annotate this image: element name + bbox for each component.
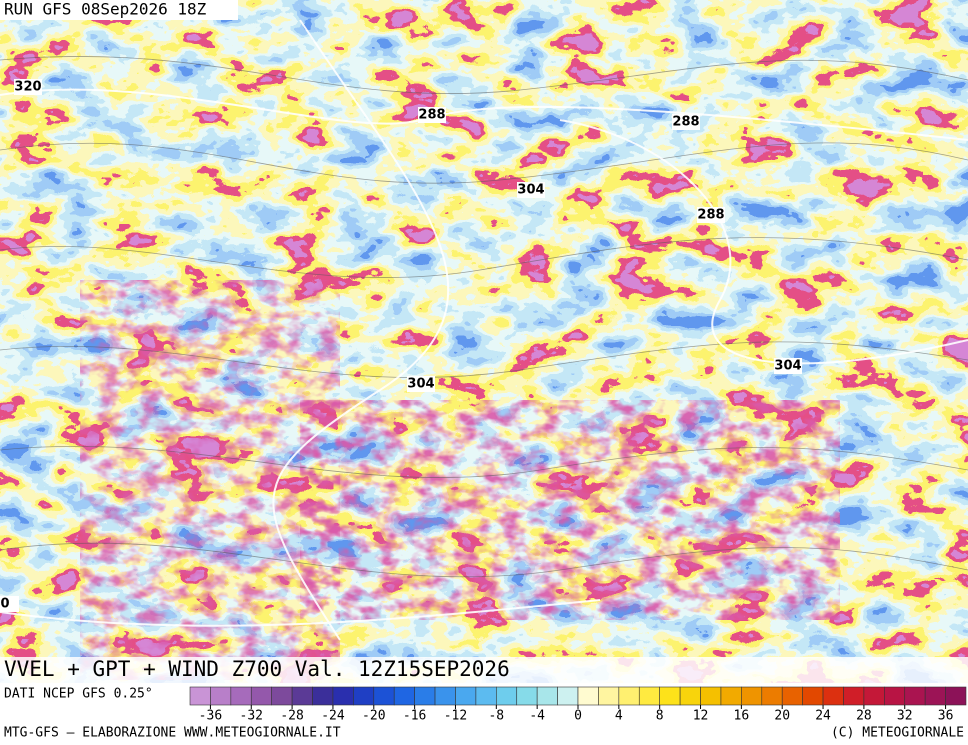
contour-label: 304 [407, 377, 434, 392]
colorbar-tick-label: 4 [615, 709, 623, 724]
colorbar-swatch [536, 686, 558, 706]
colorbar-swatch [393, 686, 415, 706]
colorbar-swatch [781, 686, 803, 706]
colorbar-swatch [700, 686, 722, 706]
contour-label: 304 [517, 183, 544, 198]
contour-label: 288 [672, 115, 699, 130]
colorbar-swatch [210, 686, 232, 706]
colorbar-swatch [557, 686, 579, 706]
colorbar-tick-label: 0 [574, 709, 582, 724]
colorbar-tick-label: -12 [444, 709, 467, 724]
colorbar-tick-label: 36 [938, 709, 954, 724]
colorbar-swatch [598, 686, 620, 706]
colorbar-swatch [843, 686, 865, 706]
contour-label: 0 [0, 597, 9, 612]
source-label: DATI NCEP GFS 0.25° [4, 687, 153, 702]
colorbar-tick-label: 12 [693, 709, 709, 724]
run-label: RUN GFS 08Sep2026 18Z [4, 0, 207, 19]
contour-label: 288 [418, 108, 445, 123]
colorbar-swatch [475, 686, 497, 706]
colorbar-tick-label: -36 [199, 709, 222, 724]
colorbar-tick-label: 24 [815, 709, 831, 724]
colorbar-swatch [250, 686, 272, 706]
colorbar-swatch [189, 686, 211, 706]
colorbar-tick-label: -24 [321, 709, 345, 724]
colorbar-swatch [373, 686, 395, 706]
footer-right: (C) METEOGIORNALE [831, 726, 964, 741]
contour-label-bg [418, 107, 446, 123]
colorbar-swatch [271, 686, 293, 706]
colorbar-swatch [516, 686, 538, 706]
header-box [0, 0, 238, 20]
contour-label: 320 [14, 80, 41, 95]
colorbar-swatch [741, 686, 763, 706]
colorbar-swatch [312, 686, 334, 706]
colorbar-swatch [577, 686, 599, 706]
colorbar-tick-label: -32 [240, 709, 263, 724]
colorbar-swatch [332, 686, 354, 706]
colorbar-swatch [679, 686, 701, 706]
title-box [0, 657, 968, 683]
colorbar-swatch [945, 686, 967, 706]
colorbar-tick-label: -4 [529, 709, 545, 724]
colorbar-swatch [802, 686, 824, 706]
colorbar-swatch [659, 686, 681, 706]
colorbar-tick-label: 28 [856, 709, 872, 724]
contour-labels: 320 288 288 304 288 304 304 0 [0, 79, 802, 612]
colorbar-swatch [863, 686, 885, 706]
footer-left: MTG-GFS — ELABORAZIONE WWW.METEOGIORNALE… [4, 726, 341, 741]
colorbar-tick-label: -20 [362, 709, 385, 724]
colorbar-swatch [414, 686, 436, 706]
colorbar-swatch [434, 686, 456, 706]
colorbar-swatch [618, 686, 640, 706]
colorbar-swatch [496, 686, 518, 706]
colorbar-tick-label: 8 [656, 709, 664, 724]
colorbar-swatch [353, 686, 375, 706]
contour-label-bg [14, 79, 42, 95]
colorbar-tick-label: -28 [280, 709, 303, 724]
colorbar-swatch [455, 686, 477, 706]
colorbar-tick-label: 32 [897, 709, 913, 724]
contour-label: 304 [774, 359, 801, 374]
contour-label-bg [774, 358, 802, 374]
colorbar-swatch [720, 686, 742, 706]
colorbar-swatch [822, 686, 844, 706]
colorbar-swatch [291, 686, 313, 706]
colorbar-swatch [638, 686, 660, 706]
colorbar-swatch [761, 686, 783, 706]
contour-label-bg [517, 182, 545, 198]
contour-label: 288 [697, 208, 724, 223]
colorbar-tick-label: 20 [774, 709, 790, 724]
map-title: VVEL + GPT + WIND Z700 Val. 12Z15SEP2026 [4, 657, 510, 681]
contour-label-bg [0, 596, 19, 612]
colorbar-swatch [884, 686, 906, 706]
colorbar-tick-label: -8 [488, 709, 504, 724]
colorbar-tick-label: 16 [734, 709, 750, 724]
colorbar-swatch [904, 686, 926, 706]
contour-label-bg [407, 376, 435, 392]
colorbar: -36 -32 -28 -24 -20 -16 -12 -8 -4 0 4 8 12 16 20 24 28 32… [189, 686, 967, 724]
colorbar-swatch [924, 686, 946, 706]
map-field [0, 0, 968, 683]
contour-label-bg [697, 207, 725, 223]
contour-label-bg [672, 114, 700, 130]
colorbar-tick-label: -16 [403, 709, 426, 724]
colorbar-swatch [230, 686, 252, 706]
